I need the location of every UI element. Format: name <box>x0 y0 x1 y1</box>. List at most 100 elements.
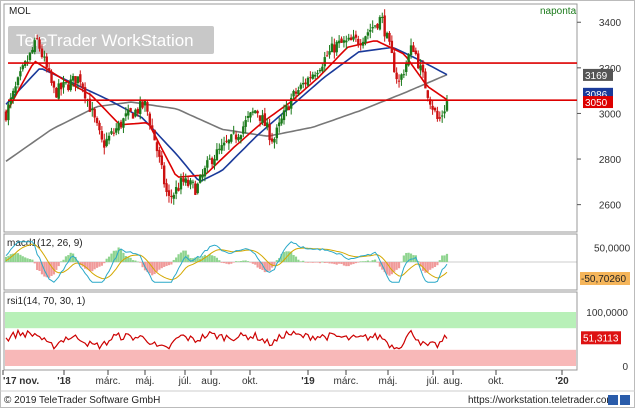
candle-body <box>100 131 104 140</box>
macd-histogram-bar <box>292 254 295 262</box>
candle-body <box>397 80 401 82</box>
candle-body <box>342 40 346 43</box>
candle-body <box>249 112 252 118</box>
candle-body <box>337 40 341 44</box>
value-label-text: 3086 <box>585 90 608 101</box>
candle-body <box>227 139 231 144</box>
candle-body <box>165 183 168 193</box>
watermark: TeleTrader WorkStation <box>16 31 194 50</box>
price-panel: TeleTrader WorkStation MOL naponta 3400 3… <box>3 3 622 233</box>
rsi-plot <box>5 328 448 351</box>
macd-histogram-bar <box>395 262 398 270</box>
macd-histogram-bar <box>139 262 142 263</box>
candle-body <box>11 90 15 99</box>
macd-value-label: -50,70260 <box>581 274 626 285</box>
macd-histogram-bar <box>72 253 75 262</box>
macd-histogram-bar <box>83 262 87 269</box>
candle-body <box>222 142 226 146</box>
macd-histogram-bar <box>33 262 36 264</box>
candle <box>146 100 149 116</box>
candle <box>129 107 132 113</box>
macd-histogram-bar <box>438 260 441 262</box>
rsi-label: rsi1(14, 70, 30, 1) <box>7 296 85 307</box>
candle <box>107 132 111 145</box>
candle-body <box>38 39 41 49</box>
macd-histogram-bar <box>266 262 269 272</box>
macd-histogram-bar <box>335 262 338 265</box>
macd-histogram-bar <box>431 262 434 269</box>
macd-histogram-bar <box>354 262 358 264</box>
x-tick-label: '19 <box>301 376 315 387</box>
macd-histogram-bar <box>36 262 39 270</box>
candle-body <box>160 155 163 166</box>
candle <box>433 106 437 113</box>
candle-body <box>74 76 77 85</box>
x-axis: '17 nov. '18 márc. máj. júl. aug. okt. '19 márc.… <box>2 370 569 387</box>
macd-histogram-bar <box>131 260 135 262</box>
macd-histogram-bar <box>254 262 257 265</box>
candle <box>186 175 190 188</box>
candle <box>323 51 326 72</box>
macd-histogram-bar <box>211 255 214 262</box>
candle <box>237 133 240 142</box>
candle <box>208 154 211 160</box>
candle <box>244 115 247 134</box>
candle <box>299 82 302 91</box>
macd-histogram-bar <box>393 262 396 272</box>
macd-histogram-bar <box>117 247 120 262</box>
candle-body <box>153 129 156 141</box>
macd-histogram-bar <box>95 262 99 268</box>
candle-body <box>333 44 336 53</box>
candle-body <box>4 111 8 121</box>
macd-histogram-bar <box>258 262 262 269</box>
macd-histogram-bar <box>24 257 27 262</box>
sma-mid-line <box>5 46 448 183</box>
candle <box>19 66 22 81</box>
candle <box>342 36 346 48</box>
candle-body <box>206 160 209 168</box>
macd-histogram-bar <box>213 256 216 262</box>
x-tick-label: '20 <box>555 376 569 387</box>
macd-histogram-bar <box>129 257 132 262</box>
candle-body <box>426 90 430 98</box>
macd-histogram-bar <box>158 262 161 270</box>
macd-histogram-bar <box>299 261 302 262</box>
macd-histogram-bar <box>383 262 386 273</box>
candle-body <box>172 194 175 199</box>
candle-body <box>81 83 84 89</box>
candle-body <box>278 122 281 127</box>
candle <box>261 109 264 126</box>
candle-body <box>285 105 288 111</box>
macd-histogram-bar <box>31 259 34 262</box>
candle-body <box>445 101 449 111</box>
candle <box>148 111 151 130</box>
macd-histogram-bar <box>268 262 271 271</box>
candle <box>438 111 441 122</box>
candle <box>373 25 377 29</box>
candle-body <box>390 40 394 54</box>
macd-histogram-bar <box>50 262 53 276</box>
candle <box>335 40 338 56</box>
candle-body <box>373 25 377 27</box>
footer-url[interactable]: https://workstation.teletrader.com <box>468 395 615 406</box>
macd-histogram-bar <box>119 249 123 262</box>
macd-histogram-bar <box>163 262 166 267</box>
macd-histogram-bar <box>230 262 233 264</box>
candle <box>251 107 255 116</box>
candle <box>263 107 267 127</box>
macd-histogram-bar <box>290 251 293 262</box>
candle <box>110 127 113 136</box>
macd-histogram-bar <box>21 256 24 262</box>
macd-histogram-bar <box>239 261 242 262</box>
candle-body <box>134 109 137 117</box>
x-tick-label: '18 <box>57 376 71 387</box>
price-y-tick-label: 3400 <box>599 18 622 29</box>
candle-body <box>218 148 221 150</box>
x-tick-label: márc. <box>334 376 359 387</box>
candle-body <box>59 82 63 90</box>
candle-body <box>112 132 116 134</box>
macd-histogram-bar <box>385 262 389 275</box>
x-tick-label: júl. <box>426 376 440 387</box>
candle-body <box>19 71 22 77</box>
